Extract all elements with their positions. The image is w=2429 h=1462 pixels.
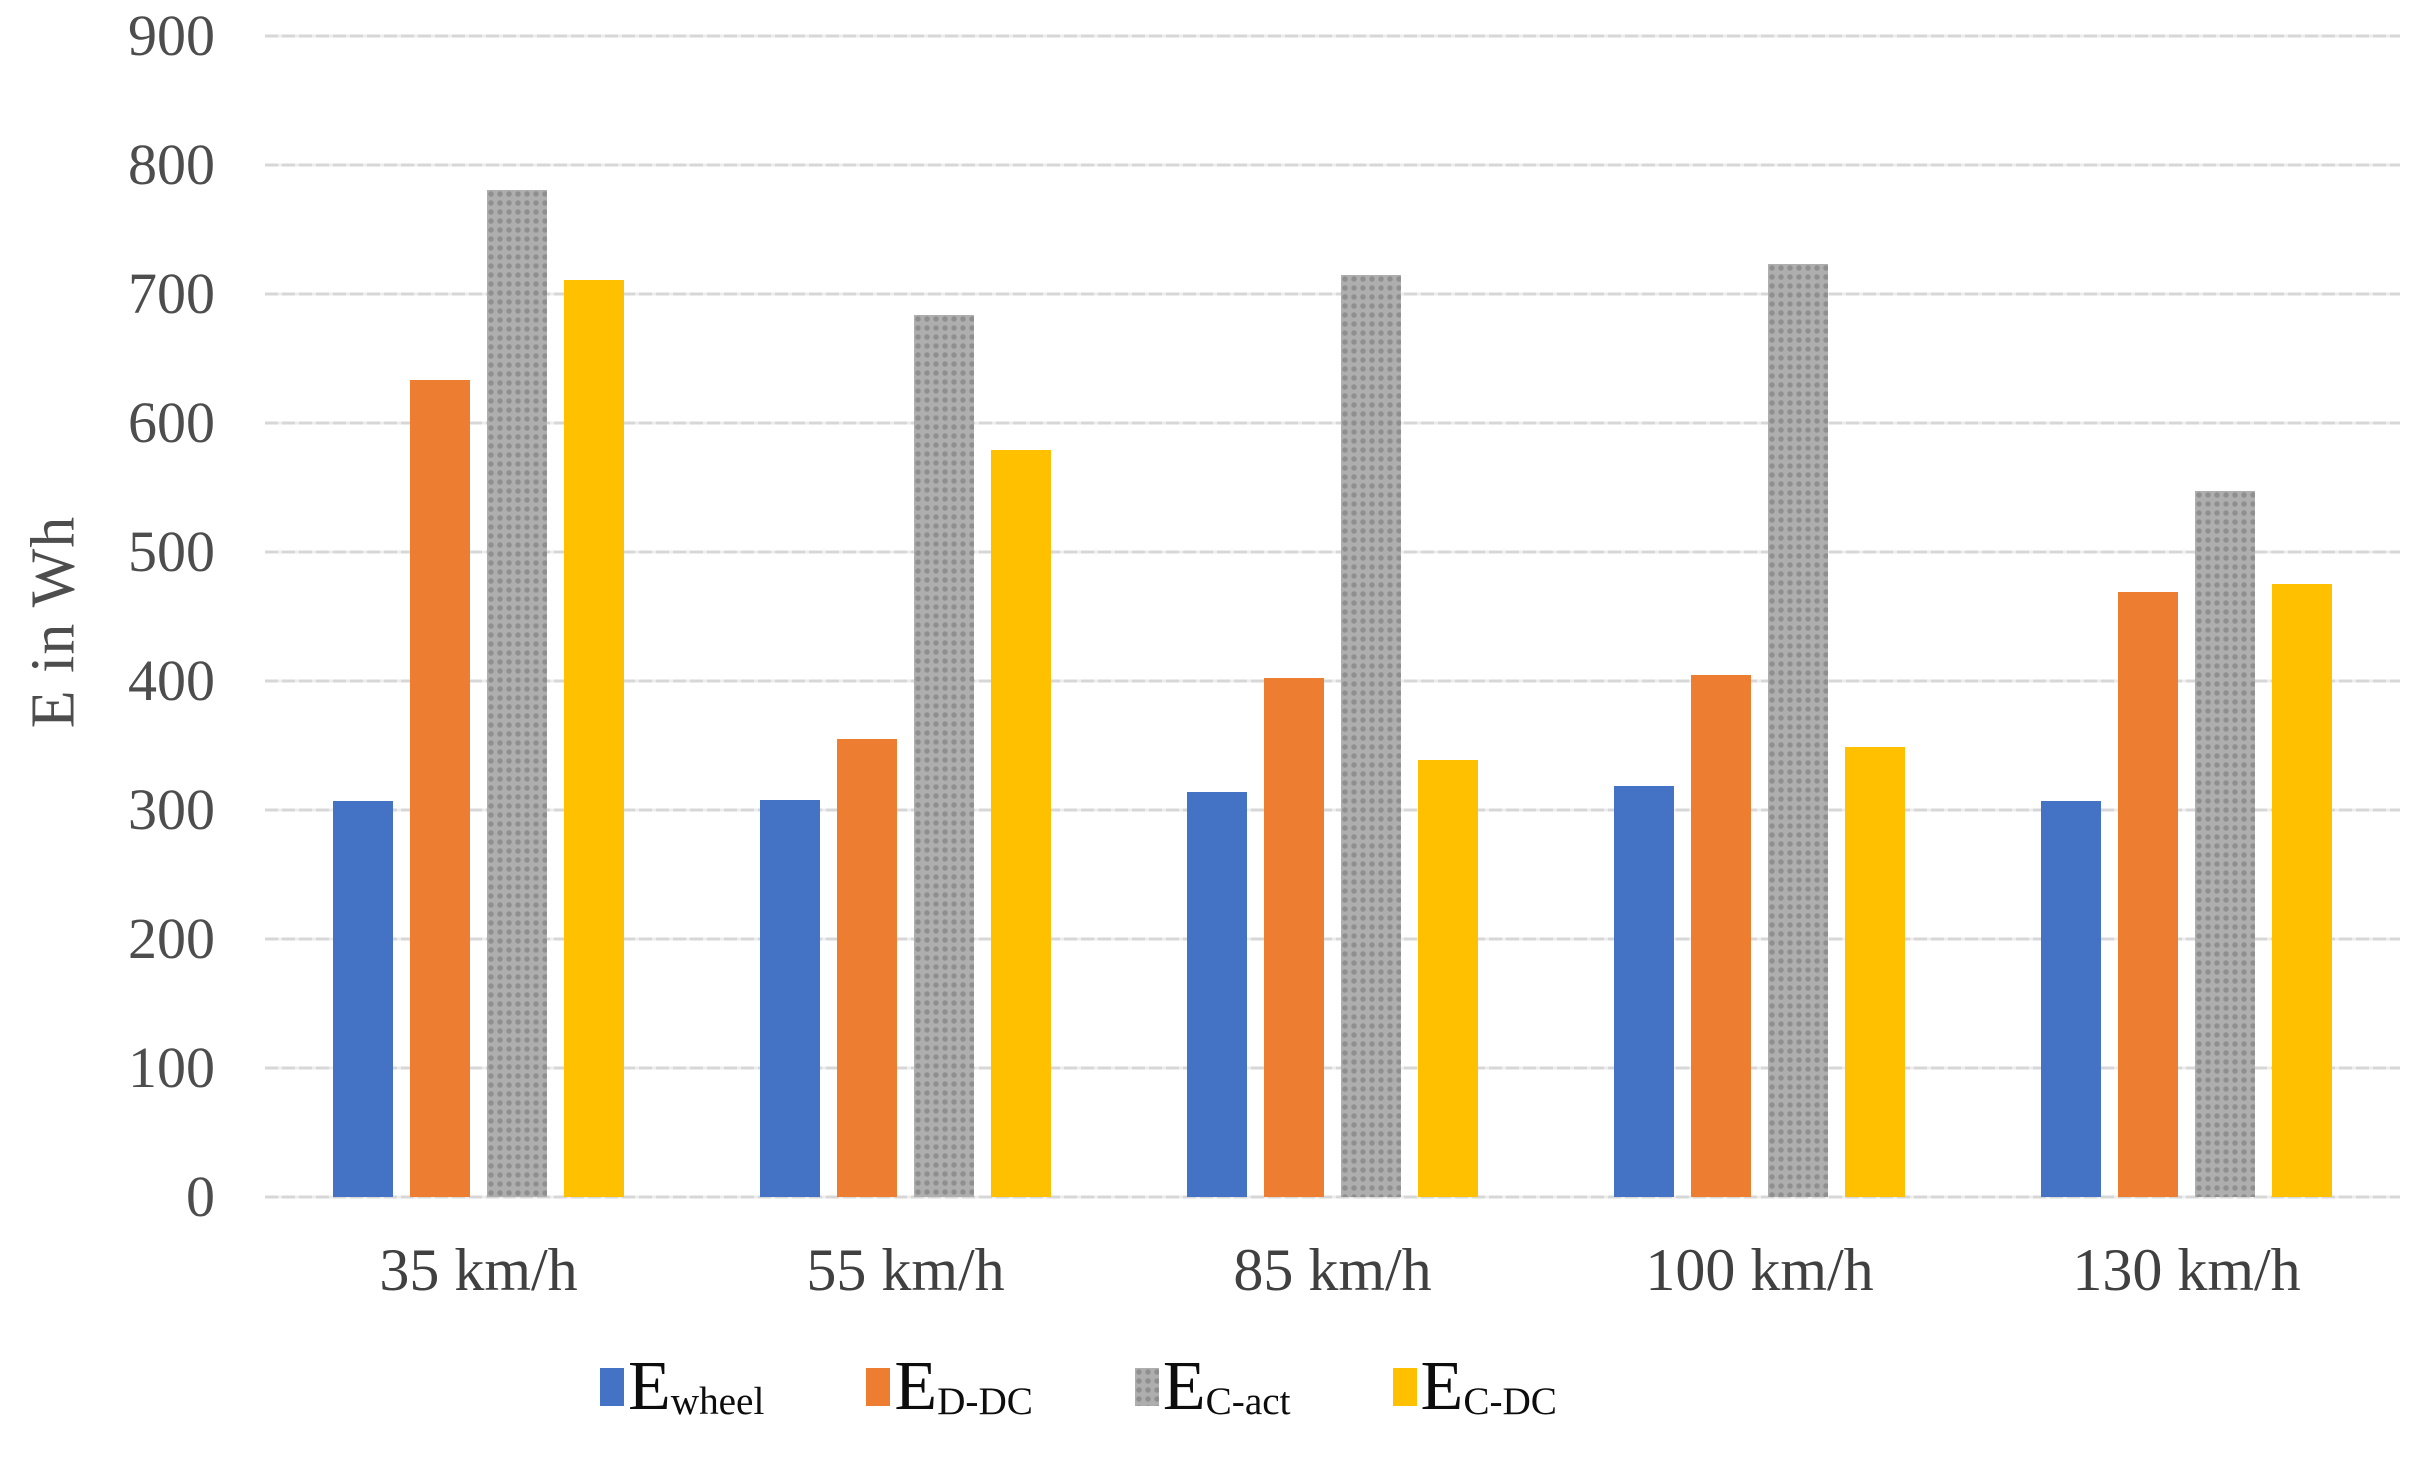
legend-item-ec-act: EC-act bbox=[1134, 1348, 1291, 1425]
bar-group-55-km-h bbox=[692, 36, 1119, 1197]
bar-ed-dc-2 bbox=[1264, 678, 1324, 1197]
bar-ewheel-3 bbox=[1614, 785, 1674, 1197]
legend-marker-icon bbox=[600, 1368, 624, 1406]
gridline-900 bbox=[265, 34, 2400, 38]
gridline-800 bbox=[265, 163, 2400, 167]
bar-ec-act-2 bbox=[1341, 274, 1401, 1197]
y-tick-label-400: 400 bbox=[128, 648, 215, 714]
bar-group-130-km-h bbox=[1973, 36, 2400, 1197]
legend-label: EC-DC bbox=[1420, 1348, 1557, 1425]
legend-item-ed-dc: ED-DC bbox=[866, 1352, 1033, 1422]
x-axis-label-1: 55 km/h bbox=[806, 1237, 1005, 1303]
bar-ec-act-0 bbox=[487, 189, 547, 1197]
bar-ec-dc-4 bbox=[2272, 584, 2332, 1197]
bar-ewheel-1 bbox=[760, 799, 820, 1197]
bar-ec-dc-2 bbox=[1418, 759, 1478, 1197]
gridline-600 bbox=[265, 421, 2400, 425]
y-tick-label-200: 200 bbox=[128, 906, 215, 972]
bar-group-35-km-h bbox=[265, 36, 692, 1197]
gridline-400 bbox=[265, 679, 2400, 683]
gridline-500 bbox=[265, 550, 2400, 554]
gridline-200 bbox=[265, 937, 2400, 941]
y-tick-label-100: 100 bbox=[128, 1035, 215, 1101]
bar-ewheel-2 bbox=[1187, 791, 1247, 1197]
gridline-0 bbox=[265, 1195, 2400, 1199]
legend-item-ec-dc: EC-DC bbox=[1392, 1348, 1557, 1425]
bar-groups bbox=[265, 36, 2400, 1197]
gridline-300 bbox=[265, 808, 2400, 812]
x-axis-labels: 35 km/h 55 km/h 85 km/h 100 km/h 130 km/h bbox=[265, 1240, 2400, 1300]
bar-ec-dc-1 bbox=[991, 450, 1051, 1197]
bar-ec-act-3 bbox=[1768, 264, 1828, 1197]
x-axis-label-4: 130 km/h bbox=[2072, 1237, 2301, 1303]
y-tick-label-800: 800 bbox=[128, 132, 215, 198]
x-axis-label-0: 35 km/h bbox=[379, 1237, 578, 1303]
y-tick-label-300: 300 bbox=[128, 777, 215, 842]
legend-label: Ewheel bbox=[628, 1348, 765, 1425]
bar-ed-dc-3 bbox=[1691, 674, 1751, 1197]
y-axis-ticks: 0 100 200 300 400 500 600 700 800 900 bbox=[0, 7, 215, 1226]
gridline-700 bbox=[265, 292, 2400, 296]
y-tick-label-500: 500 bbox=[128, 519, 215, 584]
plot-area bbox=[265, 34, 2400, 1199]
legend: Ewheel ED-DC EC-act EC-DC bbox=[600, 1352, 1557, 1422]
y-tick-label-600: 600 bbox=[128, 390, 215, 455]
legend-label: ED-DC bbox=[894, 1348, 1033, 1425]
legend-marker-icon bbox=[1134, 1368, 1159, 1406]
bar-ewheel-4 bbox=[2041, 800, 2101, 1197]
bar-ec-dc-3 bbox=[1845, 746, 1905, 1197]
bar-ec-act-4 bbox=[2195, 491, 2255, 1197]
bar-ed-dc-1 bbox=[837, 739, 897, 1197]
legend-marker-icon bbox=[1392, 1368, 1417, 1406]
bar-ed-dc-4 bbox=[2118, 592, 2178, 1197]
legend-item-ewheel: Ewheel bbox=[600, 1352, 764, 1422]
y-tick-label-900: 900 bbox=[128, 3, 215, 68]
bar-ec-dc-0 bbox=[564, 279, 624, 1197]
legend-label: EC-act bbox=[1162, 1348, 1291, 1425]
bar-ed-dc-0 bbox=[410, 380, 470, 1197]
gridline-100 bbox=[265, 1066, 2400, 1070]
bar-group-85-km-h bbox=[1119, 36, 1546, 1197]
bar-ewheel-0 bbox=[333, 800, 393, 1197]
y-tick-label-700: 700 bbox=[128, 261, 215, 326]
bar-ec-act-1 bbox=[914, 314, 974, 1197]
bar-group-100-km-h bbox=[1546, 36, 1973, 1197]
x-axis-label-3: 100 km/h bbox=[1645, 1237, 1874, 1303]
x-axis-label-2: 85 km/h bbox=[1233, 1237, 1432, 1303]
legend-marker-icon bbox=[866, 1368, 891, 1406]
y-tick-label-0: 0 bbox=[186, 1164, 215, 1229]
